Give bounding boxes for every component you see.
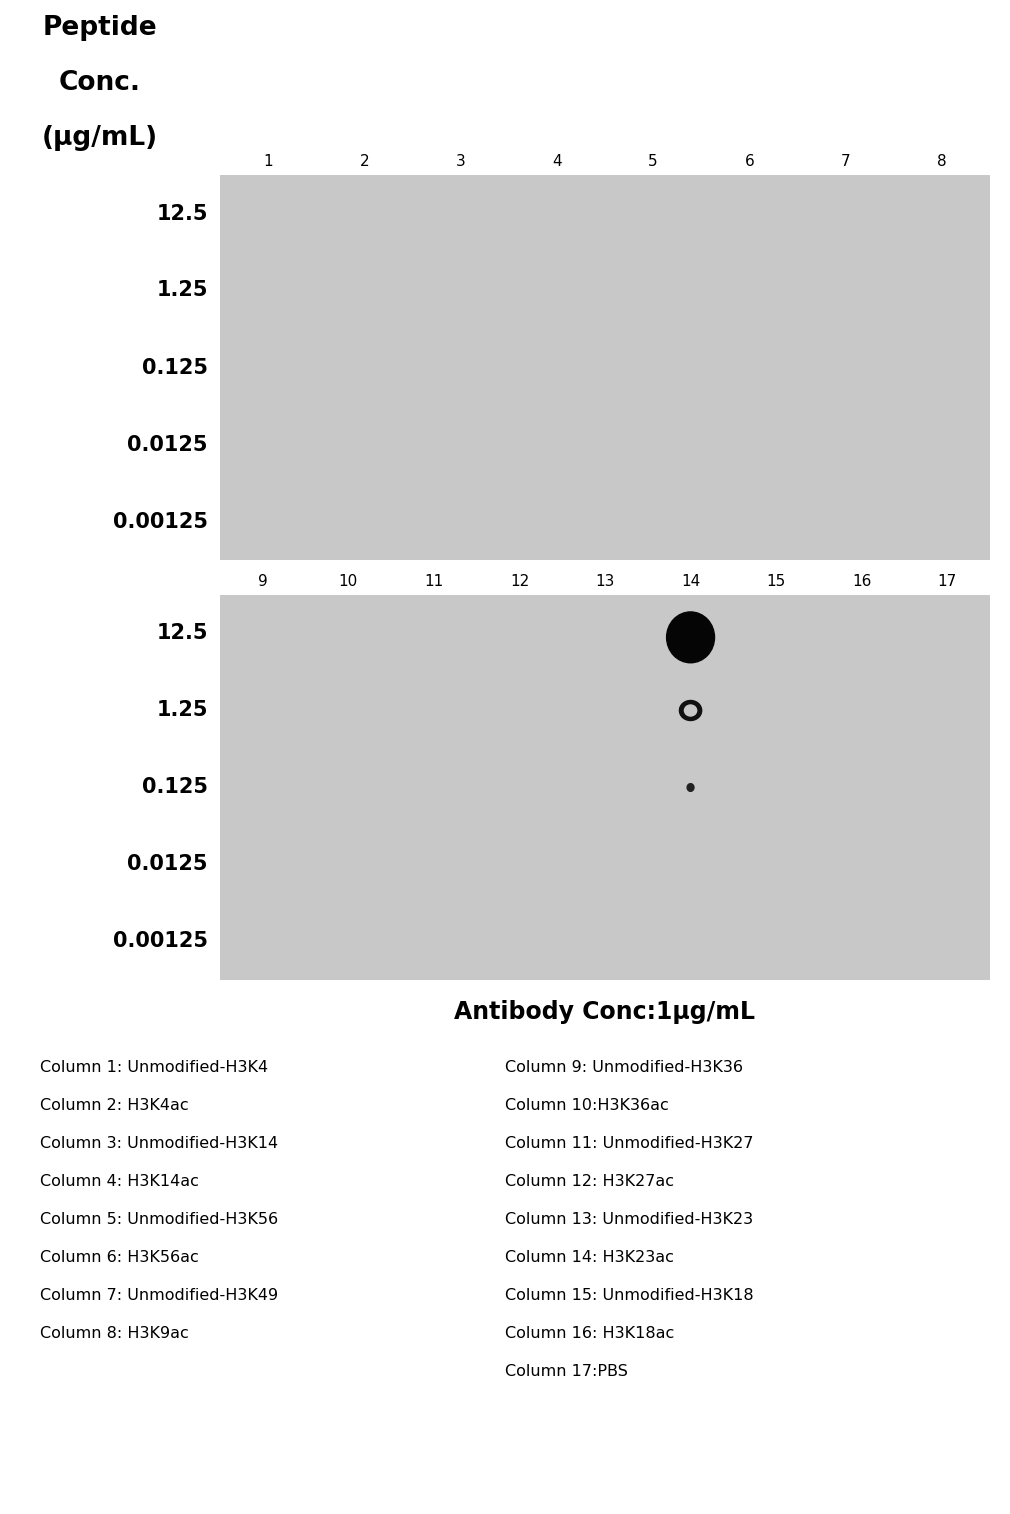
Text: 0.0125: 0.0125 bbox=[127, 854, 208, 875]
Text: 12.5: 12.5 bbox=[157, 624, 208, 643]
Text: Column 13: Unmodified-H3K23: Column 13: Unmodified-H3K23 bbox=[505, 1213, 753, 1226]
Text: Column 14: H3K23ac: Column 14: H3K23ac bbox=[505, 1251, 674, 1266]
Ellipse shape bbox=[667, 612, 714, 663]
Text: 0.0125: 0.0125 bbox=[127, 435, 208, 454]
Text: Peptide: Peptide bbox=[42, 15, 158, 41]
Text: Column 16: H3K18ac: Column 16: H3K18ac bbox=[505, 1326, 675, 1341]
Text: Column 9: Unmodified-H3K36: Column 9: Unmodified-H3K36 bbox=[505, 1060, 743, 1075]
Text: Column 1: Unmodified-H3K4: Column 1: Unmodified-H3K4 bbox=[40, 1060, 269, 1075]
Text: Column 5: Unmodified-H3K56: Column 5: Unmodified-H3K56 bbox=[40, 1213, 279, 1226]
Text: Column 4: H3K14ac: Column 4: H3K14ac bbox=[40, 1173, 199, 1188]
Text: 0.00125: 0.00125 bbox=[113, 931, 208, 951]
Text: Conc.: Conc. bbox=[59, 70, 141, 95]
Text: Column 12: H3K27ac: Column 12: H3K27ac bbox=[505, 1173, 674, 1188]
Text: Column 11: Unmodified-H3K27: Column 11: Unmodified-H3K27 bbox=[505, 1136, 753, 1151]
Ellipse shape bbox=[687, 784, 694, 792]
Text: 1.25: 1.25 bbox=[157, 280, 208, 300]
Text: Column 10:H3K36ac: Column 10:H3K36ac bbox=[505, 1098, 669, 1113]
Text: Column 8: H3K9ac: Column 8: H3K9ac bbox=[40, 1326, 189, 1341]
Text: 0.00125: 0.00125 bbox=[113, 512, 208, 531]
Text: 0.125: 0.125 bbox=[141, 778, 208, 798]
Text: 1.25: 1.25 bbox=[157, 701, 208, 721]
Text: Column 7: Unmodified-H3K49: Column 7: Unmodified-H3K49 bbox=[40, 1288, 279, 1304]
Text: Column 6: H3K56ac: Column 6: H3K56ac bbox=[40, 1251, 199, 1266]
Text: 12.5: 12.5 bbox=[157, 203, 208, 224]
Ellipse shape bbox=[685, 706, 697, 716]
Text: Antibody Conc:1μg/mL: Antibody Conc:1μg/mL bbox=[454, 1001, 755, 1023]
Text: (μg/mL): (μg/mL) bbox=[41, 126, 158, 151]
Text: Column 15: Unmodified-H3K18: Column 15: Unmodified-H3K18 bbox=[505, 1288, 753, 1304]
Text: Column 3: Unmodified-H3K14: Column 3: Unmodified-H3K14 bbox=[40, 1136, 279, 1151]
Text: Column 2: H3K4ac: Column 2: H3K4ac bbox=[40, 1098, 189, 1113]
Text: Column 17:PBS: Column 17:PBS bbox=[505, 1364, 628, 1379]
Text: 0.125: 0.125 bbox=[141, 357, 208, 377]
Ellipse shape bbox=[680, 701, 702, 721]
